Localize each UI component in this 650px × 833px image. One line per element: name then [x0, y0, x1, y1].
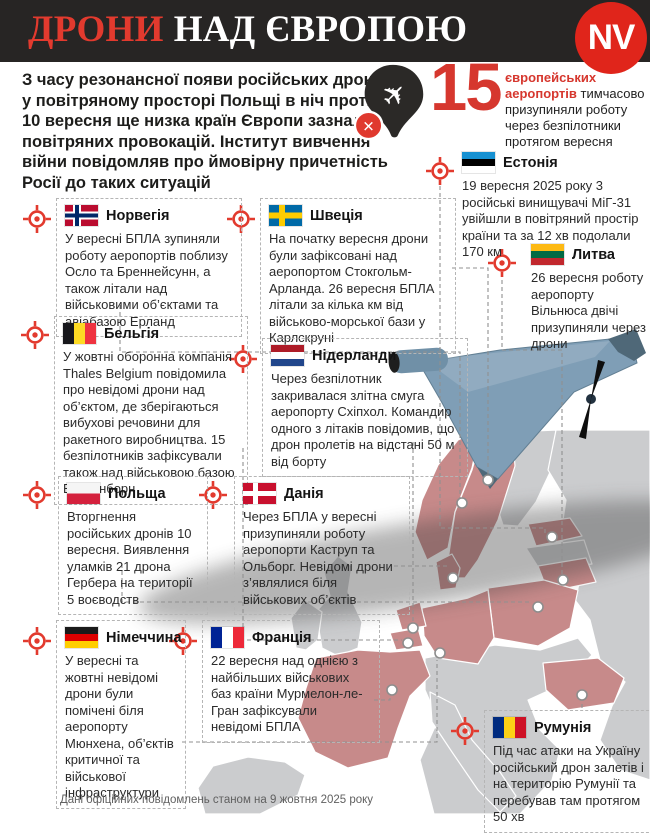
country-description: Вторгнення російських дронів 10 вересня.…: [67, 509, 193, 607]
country-entry-france: Франція 22 вересня над однією з найбільш…: [202, 620, 380, 743]
source-note: Дані офіційних повідомлень станом на 9 ж…: [60, 794, 374, 806]
netherlands-flag-icon: [271, 345, 304, 366]
stat-caption: тимчасово призупиняли роботу через безпі…: [505, 86, 645, 149]
country-name: Німеччина: [106, 629, 182, 646]
country-entry-romania: Румунія Під час атаки на Україну російсь…: [484, 710, 650, 833]
country-entry-sweden: Швеція На початку вересня дрони були заф…: [260, 198, 456, 354]
intro-paragraph: З часу резонансної появи російських дрон…: [22, 71, 389, 192]
stat-highlight: європейських аеропортів: [505, 70, 597, 101]
crosshair-icon-estonia: [425, 156, 455, 186]
page-title: ДРОНИ НАД ЄВРОПОЮ: [0, 0, 650, 51]
country-name: Данія: [284, 485, 324, 502]
romania-flag-icon: [493, 717, 526, 738]
incident-dots: [386, 474, 588, 701]
country-description: У вересні БПЛА зупиняли роботу аеропорті…: [65, 231, 228, 329]
poland-flag-icon: [67, 483, 100, 504]
country-name: Литва: [572, 246, 615, 263]
europe-map: [119, 186, 650, 814]
country-name: Франція: [252, 629, 312, 646]
stat-labels: європейських аеропортів тимчасово призуп…: [505, 70, 645, 150]
country-entry-lithuania: Литва 26 вересня роботу аеропорту Вільню…: [531, 244, 646, 353]
country-description: 26 вересня роботу аеропорту Вільнюса дві…: [531, 270, 646, 351]
crosshair-icon-poland: [22, 480, 52, 510]
estonia-flag-icon: [462, 152, 495, 173]
country-name: Бельгія: [104, 325, 160, 342]
belgium-flag-icon: [63, 323, 96, 344]
country-description: Через безпілотник закривалася злітна сму…: [271, 371, 455, 469]
norway-flag-icon: [65, 205, 98, 226]
country-description: 19 вересня 2025 року 3 російські винищув…: [462, 178, 639, 259]
stat-number: 15: [430, 50, 503, 125]
header-bar: ДРОНИ НАД ЄВРОПОЮ: [0, 0, 650, 62]
country-description: Через БПЛА у вересні призупиняли роботу …: [243, 509, 393, 607]
crosshair-icon-germany: [22, 626, 52, 656]
country-description: Під час атаки на Україну російський дрон…: [493, 743, 644, 824]
drone-shadow: [138, 499, 650, 625]
crosshair-icon-belgium: [20, 320, 50, 350]
page-title-rest: НАД ЄВРОПОЮ: [173, 9, 468, 50]
country-name: Нідерланди: [312, 347, 397, 364]
country-name: Норвегія: [106, 207, 170, 224]
crosshair-icon-romania: [450, 716, 480, 746]
airport-closed-pin-icon: ✈ ✕: [353, 64, 424, 141]
country-entry-estonia: Естонія 19 вересня 2025 року 3 російські…: [462, 152, 642, 261]
svg-text:✕: ✕: [362, 118, 374, 135]
country-entry-poland: Польща Вторгнення російських дронів 10 в…: [58, 476, 208, 615]
france-flag-icon: [211, 627, 244, 648]
sweden-flag-icon: [269, 205, 302, 226]
denmark-flag-icon: [243, 483, 276, 504]
lithuania-flag-icon: [531, 244, 564, 265]
country-entry-norway: Норвегія У вересні БПЛА зупиняли роботу …: [56, 198, 242, 337]
country-entry-germany: Німеччина У вересні та жовтні невідомі д…: [56, 620, 186, 809]
crosshair-icon-norway: [22, 204, 52, 234]
country-description: У жовтні оборонна компанія Thales Belgiu…: [63, 349, 235, 496]
country-description: На початку вересня дрони були зафіксован…: [269, 231, 435, 345]
country-description: 22 вересня над однією з найбільших війсь…: [211, 653, 363, 734]
country-entry-belgium: Бельгія У жовтні оборонна компанія Thale…: [54, 316, 248, 505]
germany-flag-icon: [65, 627, 98, 648]
country-name: Польща: [108, 485, 166, 502]
country-name: Швеція: [310, 207, 363, 224]
page-title-accent: ДРОНИ: [28, 9, 164, 50]
nv-logo[interactable]: NV: [575, 2, 647, 74]
shahed-drone: [388, 329, 646, 489]
country-description: У вересні та жовтні невідомі дрони були …: [65, 653, 174, 800]
country-entry-denmark: Данія Через БПЛА у вересні призупиняли р…: [234, 476, 410, 615]
country-name: Румунія: [534, 719, 592, 736]
country-name: Естонія: [503, 154, 558, 171]
country-entry-netherlands: Нідерланди Через безпілотник закривалася…: [262, 338, 468, 477]
